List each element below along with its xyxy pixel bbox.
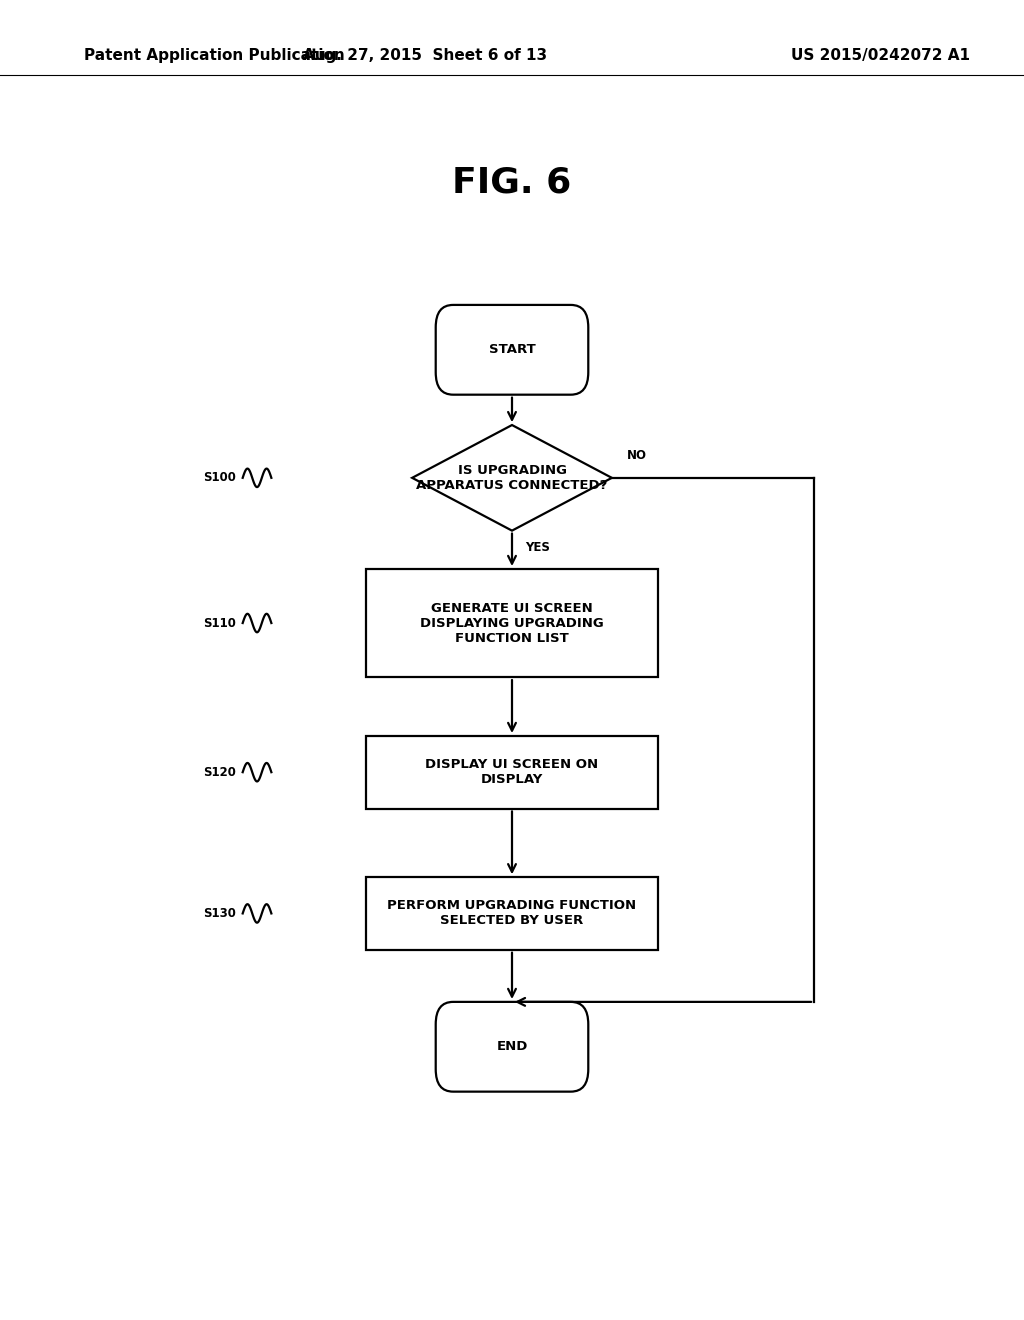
Text: DISPLAY UI SCREEN ON
DISPLAY: DISPLAY UI SCREEN ON DISPLAY — [425, 758, 599, 787]
Text: S110: S110 — [203, 616, 236, 630]
Text: GENERATE UI SCREEN
DISPLAYING UPGRADING
FUNCTION LIST: GENERATE UI SCREEN DISPLAYING UPGRADING … — [420, 602, 604, 644]
Polygon shape — [412, 425, 612, 531]
Text: NO: NO — [627, 449, 647, 462]
Bar — [367, 569, 658, 677]
Text: PERFORM UPGRADING FUNCTION
SELECTED BY USER: PERFORM UPGRADING FUNCTION SELECTED BY U… — [387, 899, 637, 928]
Text: START: START — [488, 343, 536, 356]
Text: END: END — [497, 1040, 527, 1053]
Text: Aug. 27, 2015  Sheet 6 of 13: Aug. 27, 2015 Sheet 6 of 13 — [303, 48, 547, 63]
FancyBboxPatch shape — [436, 1002, 588, 1092]
Bar — [367, 876, 658, 950]
Text: IS UPGRADING
APPARATUS CONNECTED?: IS UPGRADING APPARATUS CONNECTED? — [417, 463, 607, 492]
Text: Patent Application Publication: Patent Application Publication — [84, 48, 345, 63]
Text: YES: YES — [525, 541, 550, 554]
Text: S120: S120 — [203, 766, 236, 779]
Text: FIG. 6: FIG. 6 — [453, 165, 571, 199]
Text: S100: S100 — [203, 471, 236, 484]
Text: US 2015/0242072 A1: US 2015/0242072 A1 — [792, 48, 970, 63]
Bar — [367, 737, 658, 808]
FancyBboxPatch shape — [436, 305, 588, 395]
Text: S130: S130 — [203, 907, 236, 920]
